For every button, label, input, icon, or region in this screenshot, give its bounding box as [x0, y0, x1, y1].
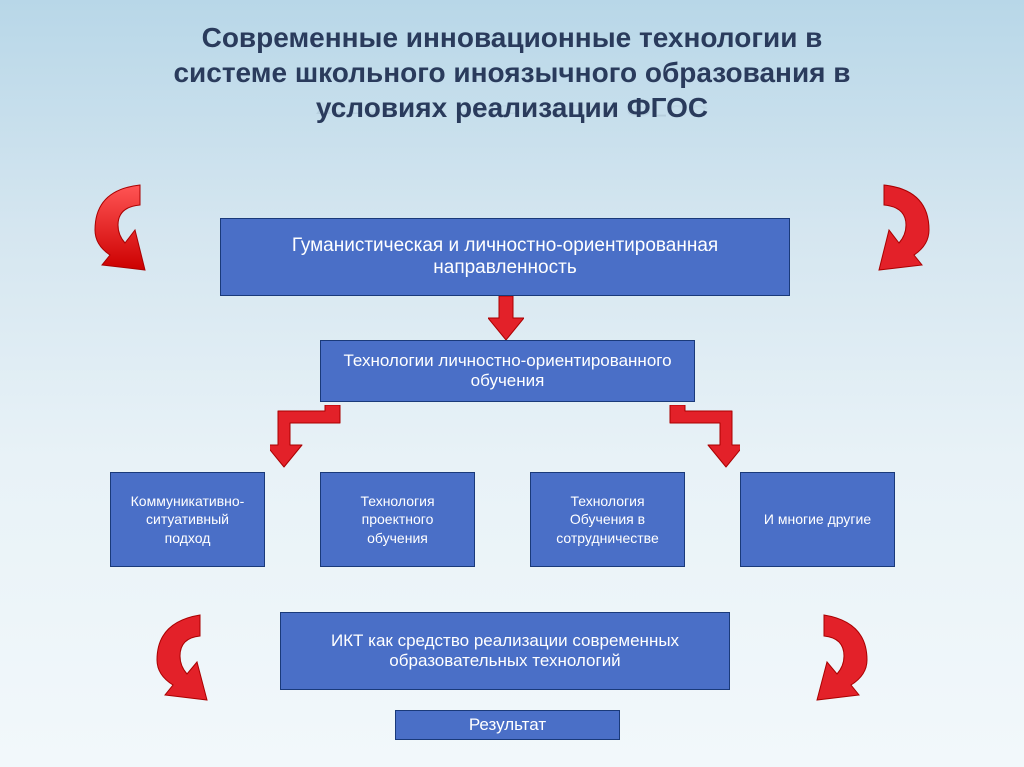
box-top-label: Гуманистическая и личностно-ориентирован…	[235, 235, 775, 279]
box-b2: Технология проектного обучения	[320, 472, 475, 567]
title-line-1: Современные инновационные технологии в	[202, 22, 823, 53]
box-b3-label: Технология Обучения в сотрудничестве	[545, 492, 670, 547]
box-top: Гуманистическая и личностно-ориентирован…	[220, 218, 790, 296]
title-line-2: системе школьного иноязычного образовани…	[173, 57, 850, 88]
curved-arrow-left	[80, 175, 210, 285]
curved-arrow-bottom-right	[759, 610, 879, 705]
box-mid-label: Технологии личностно-ориентированного об…	[335, 351, 680, 391]
curved-arrow-right	[814, 175, 944, 285]
title-text: Современные инновационные технологии в с…	[60, 20, 964, 125]
arrow-top-to-mid	[488, 296, 524, 340]
box-b4: И многие другие	[740, 472, 895, 567]
box-b1: Коммуникативно-ситуативный подход	[110, 472, 265, 567]
box-b2-label: Технология проектного обучения	[335, 492, 460, 547]
box-ikt-label: ИКТ как средство реализации современных …	[295, 631, 715, 671]
box-result-label: Результат	[469, 715, 546, 735]
arrow-mid-to-right	[660, 405, 740, 470]
arrow-mid-to-left	[270, 405, 350, 470]
title-line-3: условиях реализации ФГОС	[316, 92, 708, 123]
box-mid: Технологии личностно-ориентированного об…	[320, 340, 695, 402]
box-b3: Технология Обучения в сотрудничестве	[530, 472, 685, 567]
curved-arrow-bottom-left	[145, 610, 265, 705]
slide-title: Современные инновационные технологии в с…	[0, 0, 1024, 156]
box-b4-label: И многие другие	[764, 510, 871, 528]
box-b1-label: Коммуникативно-ситуативный подход	[125, 492, 250, 547]
box-result: Результат	[395, 710, 620, 740]
box-ikt: ИКТ как средство реализации современных …	[280, 612, 730, 690]
